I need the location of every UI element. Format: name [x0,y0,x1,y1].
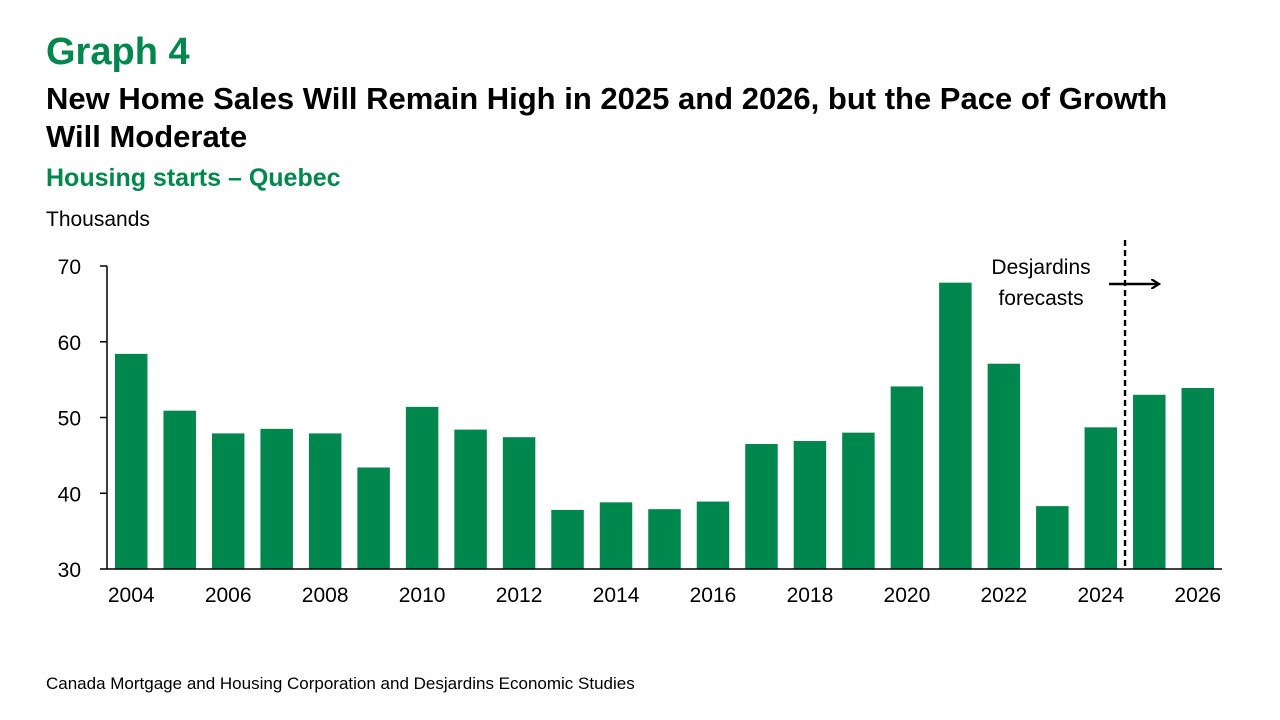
bars-group [114,282,1215,569]
bar-2004 [114,353,148,569]
bar-2019 [842,432,875,569]
bar-2013 [551,509,584,569]
bar-2021 [939,282,972,569]
x-tick-label: 2016 [690,584,737,607]
x-tick-label: 2010 [399,584,446,607]
source-note: Canada Mortgage and Housing Corporation … [46,674,635,693]
y-tick-label: 70 [58,256,81,279]
x-tick-label: 2014 [593,584,640,607]
bar-2017 [745,444,778,569]
y-axis: 30 40 50 60 70 [58,256,108,582]
y-tick-label: 40 [58,483,81,506]
bar-2014 [599,502,633,569]
bar-2022 [987,363,1021,569]
bar-2012 [502,437,536,569]
forecast-label-line2: forecasts [998,287,1083,310]
y-tick-label: 60 [58,332,81,355]
bar-2008 [308,433,342,569]
bar-2005 [163,410,196,569]
chart-title: New Home Sales Will Remain High in 2025 … [46,81,1168,154]
bar-2018 [793,440,827,569]
y-tick-label: 30 [58,559,81,582]
bar-2024 [1084,427,1118,569]
x-tick-label: 2012 [496,584,543,607]
bar-2016 [696,501,730,569]
bar-2010 [405,406,439,569]
x-tick-label: 2008 [302,584,349,607]
bar-2009 [357,467,390,569]
bar-2025 [1133,394,1166,569]
x-tick-label: 2024 [1077,584,1124,607]
x-tick-label: 2018 [787,584,834,607]
y-tick-label: 50 [58,408,81,431]
bar-2007 [260,428,293,569]
x-tick-label: 2020 [884,584,931,607]
x-tick-label: 2026 [1174,584,1221,607]
bar-2015 [648,509,681,569]
x-tick-label: 2004 [108,584,155,607]
bar-2011 [454,429,487,569]
y-axis-unit-label: Thousands [46,208,150,231]
chart-subtitle: Housing starts – Quebec [46,164,341,192]
forecast-annotation: Desjardins forecasts [991,240,1157,569]
bar-2006 [211,433,245,569]
bar-2023 [1036,506,1069,569]
forecast-label-line1: Desjardins [991,256,1090,279]
bar-2020 [890,386,924,569]
x-axis: 2004 2006 2008 2010 2012 2014 2016 2018 2020 2022… [107,568,1222,607]
bar-2026 [1181,387,1215,569]
x-tick-label: 2022 [980,584,1027,607]
graph-number-label: Graph 4 [46,31,190,73]
x-tick-label: 2006 [205,584,252,607]
